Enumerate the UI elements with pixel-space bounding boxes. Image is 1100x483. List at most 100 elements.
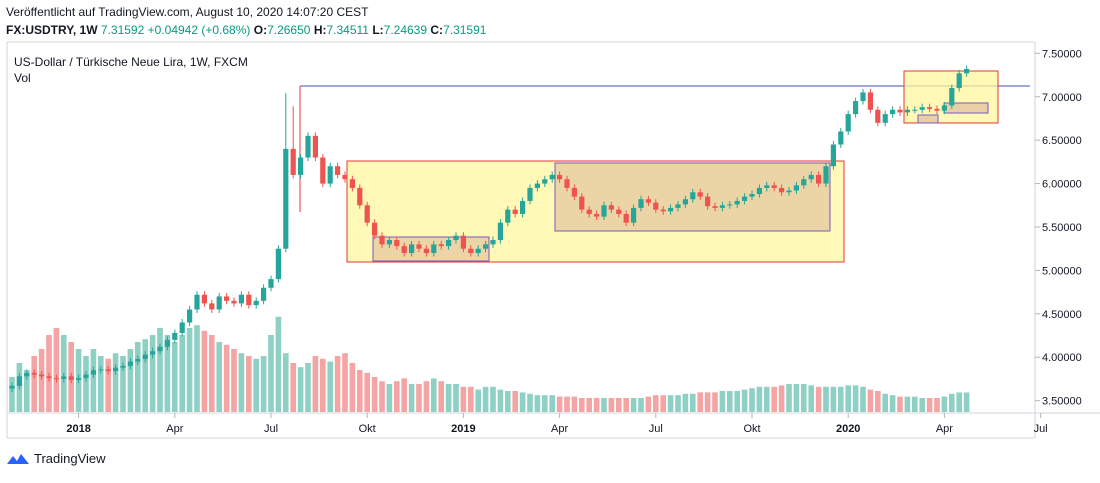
candle (912, 109, 918, 111)
volume-bar (815, 386, 822, 412)
candle (964, 68, 970, 74)
volume-bar (342, 353, 348, 412)
volume-bar (778, 385, 785, 412)
low-label: L: (372, 23, 384, 37)
candle (564, 179, 570, 188)
candle (801, 179, 807, 186)
candle (105, 369, 111, 372)
candle (697, 192, 703, 197)
candle (83, 374, 89, 379)
chart-title: US-Dollar / Türkische Neue Lira, 1W, FXC… (14, 55, 248, 69)
volume-bar (549, 395, 555, 412)
volume-bar (394, 381, 400, 412)
volume-bar (186, 328, 193, 412)
candle (608, 205, 614, 210)
volume-bar (460, 386, 467, 412)
candle (719, 205, 725, 208)
volume-bar (571, 396, 578, 412)
volume-bar (512, 391, 518, 412)
volume-bar (771, 386, 777, 412)
volume-bar (623, 398, 629, 412)
candle (779, 187, 785, 193)
x-tick-label: Okt (743, 423, 760, 435)
candle (897, 109, 903, 113)
candle (727, 204, 733, 206)
candle (520, 200, 526, 214)
volume-bar (601, 398, 607, 412)
x-tick-label: Jul (1034, 423, 1048, 435)
volume-bar (934, 398, 940, 412)
volume-bar (593, 398, 600, 412)
tradingview-logo[interactable]: TradingView (6, 451, 106, 466)
volume-bar (490, 386, 496, 412)
candle (668, 207, 674, 212)
candle (46, 376, 52, 379)
candle (505, 209, 511, 223)
volume-bar (297, 367, 304, 412)
volume-bar (90, 349, 97, 412)
candle (808, 174, 814, 180)
volume-bar (423, 381, 430, 412)
candle (238, 294, 244, 304)
volume-label: Vol (14, 71, 31, 85)
close-label: C: (430, 23, 444, 37)
candle (113, 367, 119, 372)
x-tick-label: 2019 (451, 423, 475, 435)
candle (290, 148, 296, 175)
volume-bar (786, 384, 792, 412)
candle (150, 351, 156, 355)
volume-bar (956, 392, 962, 412)
candle (653, 202, 659, 210)
volume-bar (727, 391, 733, 412)
candle (860, 92, 866, 102)
volume-bar (793, 384, 800, 412)
candle (557, 174, 563, 180)
candle (949, 88, 955, 106)
candle (142, 354, 148, 359)
volume-bar (142, 339, 148, 412)
candle (98, 369, 104, 371)
volume-bar (179, 335, 185, 412)
volume-bar (216, 342, 222, 412)
candle (224, 296, 230, 301)
volume-bar (201, 330, 208, 412)
candle (734, 200, 740, 205)
volume-bar (305, 363, 311, 412)
candle (756, 187, 762, 195)
volume-bar (579, 398, 585, 412)
y-tick-label: 3.50000 (1042, 396, 1082, 408)
candle (638, 199, 644, 208)
candle (882, 114, 888, 123)
volume-bar (556, 396, 563, 412)
candle (231, 300, 237, 304)
volume-bar (105, 358, 111, 412)
x-tick-label: Okt (359, 423, 376, 435)
ohlc-legend: FX:USDTRY, 1W 7.31592 +0.04942 (+0.68%) … (6, 23, 486, 37)
y-tick-label: 5.50000 (1042, 222, 1082, 234)
volume-bar (505, 391, 511, 412)
candle (120, 365, 126, 368)
volume-bar (431, 378, 437, 412)
candle (268, 279, 274, 288)
candle (275, 248, 281, 280)
y-tick-label: 4.00000 (1042, 352, 1082, 364)
volume-bar (24, 370, 30, 412)
volume-bar (364, 372, 370, 412)
candle (764, 185, 770, 188)
volume-bar (875, 391, 881, 412)
volume-bar (764, 386, 770, 412)
candle (919, 107, 925, 110)
volume-bar (852, 385, 859, 412)
candle (172, 332, 178, 340)
candle (312, 135, 318, 158)
volume-bar (867, 389, 874, 412)
volume-bar (386, 384, 393, 412)
volume-bar (253, 358, 259, 412)
open-label: O: (253, 23, 268, 37)
candle (490, 240, 496, 245)
volume-bar (653, 395, 659, 412)
volume-bar (889, 395, 896, 412)
candle (549, 174, 555, 180)
